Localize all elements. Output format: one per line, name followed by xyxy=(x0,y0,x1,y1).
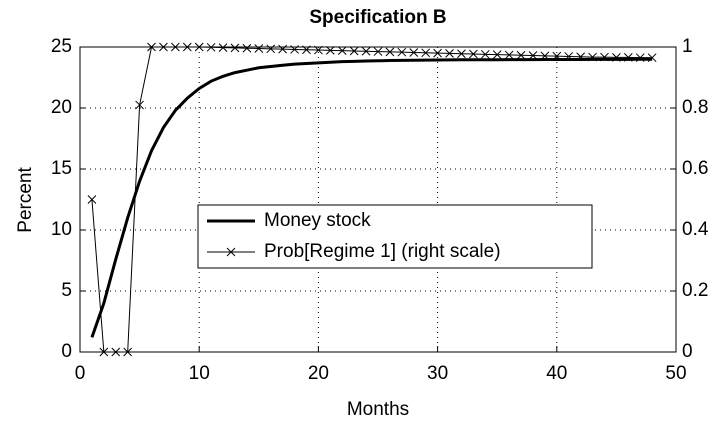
y2-tick-label: 0.4 xyxy=(682,219,709,240)
x-axis-label: Months xyxy=(347,399,409,420)
x-tick-label: 30 xyxy=(427,363,448,384)
marker xyxy=(171,42,180,52)
marker xyxy=(361,46,371,56)
marker xyxy=(135,100,144,110)
marker xyxy=(123,347,133,357)
marker xyxy=(385,47,395,57)
y-tick-label: 0 xyxy=(61,341,72,362)
chart-title: Specification B xyxy=(309,7,446,28)
marker xyxy=(600,52,609,62)
y-tick-label: 15 xyxy=(51,158,72,179)
y-tick-label: 25 xyxy=(51,36,72,57)
y-tick-label: 5 xyxy=(61,280,72,301)
marker xyxy=(87,195,97,204)
marker xyxy=(290,45,299,54)
marker xyxy=(492,50,502,59)
marker xyxy=(266,44,276,54)
y2-tick-label: 0.8 xyxy=(682,97,708,118)
marker xyxy=(226,247,236,257)
marker xyxy=(159,42,168,52)
marker xyxy=(254,44,264,53)
marker xyxy=(111,347,121,357)
marker xyxy=(337,46,347,56)
x-tick-label: 0 xyxy=(75,363,86,384)
y2-tick-label: 0.2 xyxy=(682,280,708,301)
marker xyxy=(445,49,454,58)
marker xyxy=(647,53,657,63)
marker xyxy=(99,347,109,357)
marker xyxy=(314,45,323,55)
marker xyxy=(278,44,287,54)
series-line xyxy=(91,46,653,353)
marker xyxy=(325,46,335,55)
marker xyxy=(552,51,562,61)
marker xyxy=(230,43,240,53)
marker xyxy=(182,42,192,52)
marker xyxy=(242,43,252,53)
legend-label: Prob[Regime 1] (right scale) xyxy=(264,241,501,262)
x-tick-label: 20 xyxy=(308,363,329,384)
marker xyxy=(576,52,585,62)
x-tick-label: 50 xyxy=(665,363,686,384)
marker xyxy=(457,49,466,59)
marker xyxy=(516,50,526,60)
y2-tick-label: 0 xyxy=(682,341,693,362)
y2-tick-label: 0.6 xyxy=(682,158,708,179)
marker xyxy=(421,48,431,58)
marker xyxy=(588,52,597,62)
marker xyxy=(433,48,442,58)
marker xyxy=(480,49,490,59)
marker xyxy=(397,47,407,57)
marker xyxy=(147,42,156,52)
legend-label: Money stock xyxy=(264,210,371,231)
y-tick-label: 20 xyxy=(51,97,72,118)
marker xyxy=(540,51,550,61)
x-tick-label: 10 xyxy=(189,363,210,384)
y2-tick-label: 1 xyxy=(682,36,693,57)
marker xyxy=(206,42,216,52)
marker xyxy=(469,49,478,59)
marker xyxy=(218,43,228,52)
series-line xyxy=(90,57,653,338)
marker xyxy=(409,48,419,57)
marker xyxy=(302,45,311,55)
legend-box xyxy=(197,204,593,269)
marker xyxy=(623,53,633,62)
y-axis-label: Percent xyxy=(15,167,36,233)
marker xyxy=(564,52,574,61)
marker xyxy=(349,46,359,56)
marker xyxy=(504,50,514,60)
marker xyxy=(612,53,621,62)
plot-frame xyxy=(79,46,677,353)
marker xyxy=(373,47,383,56)
x-tick-label: 40 xyxy=(546,363,567,384)
marker xyxy=(528,51,538,60)
marker xyxy=(194,42,204,52)
marker xyxy=(635,53,645,63)
y-tick-label: 10 xyxy=(51,219,72,240)
